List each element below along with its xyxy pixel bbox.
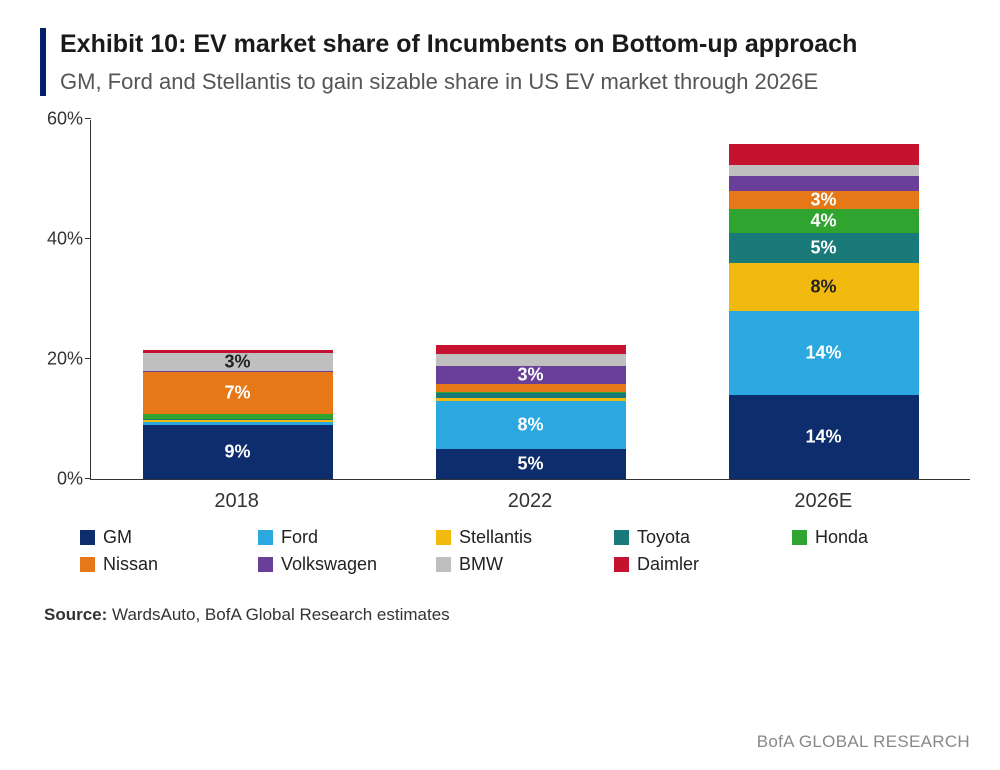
legend-swatch-icon: [258, 557, 273, 572]
bar-segment-label: 5%: [436, 454, 626, 475]
legend-swatch-icon: [436, 530, 451, 545]
brand-footer: BofA GLOBAL RESEARCH: [757, 732, 970, 752]
y-axis-tick-label: 20%: [29, 349, 83, 370]
bars-row: 9% 7% 3% 5% 8% 3% 14% 14% 8% 5% 4% 3%: [91, 120, 970, 479]
chart-plot-area: 9%7%3%5%8%3%14%14%8%5%4%3% 0%20%40%60%: [90, 120, 970, 480]
bar-segment-bmw: 3%: [143, 353, 333, 371]
bar-segment-nissan: 7%: [143, 372, 333, 414]
bar-segment-honda: 4%: [729, 209, 919, 233]
source-text: WardsAuto, BofA Global Research estimate…: [112, 605, 450, 624]
bar-segment-label: 8%: [729, 277, 919, 298]
bar-segment-label: 14%: [729, 427, 919, 448]
exhibit-container: Exhibit 10: EV market share of Incumbent…: [0, 0, 1000, 645]
legend-swatch-icon: [436, 557, 451, 572]
legend-item-toyota: Toyota: [614, 527, 754, 548]
legend-item-daimler: Daimler: [614, 554, 754, 575]
bar-segment-nissan: 3%: [729, 191, 919, 209]
bar-segment-label: 9%: [143, 442, 333, 463]
title-block: Exhibit 10: EV market share of Incumbent…: [40, 28, 960, 96]
chart-legend: GM Ford Stellantis Toyota Honda Nissan Volkswa…: [80, 527, 960, 575]
legend-swatch-icon: [614, 557, 629, 572]
legend-item-honda: Honda: [792, 527, 932, 548]
legend-swatch-icon: [614, 530, 629, 545]
bar-segment-ford: 14%: [729, 311, 919, 395]
y-axis-tick-label: 60%: [29, 109, 83, 130]
bar-segment-label: 3%: [729, 190, 919, 211]
y-axis-tick-label: 40%: [29, 229, 83, 250]
bar-segment-ford: [143, 422, 333, 425]
legend-label: Stellantis: [459, 527, 532, 548]
legend-swatch-icon: [80, 557, 95, 572]
y-axis-tick-mark: [85, 238, 91, 240]
bar-segment-honda: [436, 392, 626, 394]
bar-segment-toyota: 5%: [729, 233, 919, 263]
legend-swatch-icon: [792, 530, 807, 545]
exhibit-title: Exhibit 10: EV market share of Incumbent…: [60, 28, 960, 61]
legend-swatch-icon: [80, 530, 95, 545]
legend-label: Volkswagen: [281, 554, 377, 575]
bar-segment-gm: 14%: [729, 395, 919, 479]
bar-segment-label: 3%: [436, 365, 626, 386]
legend-item-bmw: BMW: [436, 554, 576, 575]
bar-segment-gm: 5%: [436, 449, 626, 479]
bar-segment-label: 5%: [729, 238, 919, 259]
source-line: Source: WardsAuto, BofA Global Research …: [44, 605, 960, 625]
bar-segment-bmw: [436, 354, 626, 366]
bar-segment-ford: 8%: [436, 401, 626, 449]
legend-swatch-icon: [258, 530, 273, 545]
legend-label: BMW: [459, 554, 503, 575]
bar-segment-daimler: [436, 345, 626, 355]
bar-2018: 9% 7% 3%: [143, 350, 333, 480]
legend-label: Nissan: [103, 554, 158, 575]
bar-2022: 5% 8% 3%: [436, 345, 626, 479]
bar-segment-daimler: [729, 144, 919, 165]
bar-segment-stellantis: 8%: [729, 263, 919, 311]
legend-item-gm: GM: [80, 527, 220, 548]
legend-item-ford: Ford: [258, 527, 398, 548]
exhibit-subtitle: GM, Ford and Stellantis to gain sizable …: [60, 67, 960, 97]
y-axis-tick-mark: [85, 478, 91, 480]
legend-label: Ford: [281, 527, 318, 548]
x-axis-label: 2018: [142, 490, 332, 513]
legend-item-volkswagen: Volkswagen: [258, 554, 398, 575]
source-label: Source:: [44, 605, 107, 624]
y-axis-tick-label: 0%: [29, 469, 83, 490]
chart: 9%7%3%5%8%3%14%14%8%5%4%3% 0%20%40%60% 2…: [90, 120, 970, 513]
legend-label: GM: [103, 527, 132, 548]
legend-label: Toyota: [637, 527, 690, 548]
bar-segment-label: 4%: [729, 211, 919, 232]
y-axis-tick-mark: [85, 118, 91, 120]
bar-segment-label: 14%: [729, 343, 919, 364]
bar-segment-volkswagen: 3%: [436, 366, 626, 384]
bar-segment-toyota: [436, 393, 626, 398]
bar-segment-daimler: [143, 350, 333, 353]
bar-segment-label: 3%: [143, 351, 333, 372]
x-axis-labels: 2018 2022 2026E: [90, 490, 970, 513]
legend-label: Honda: [815, 527, 868, 548]
bar-segment-toyota: [143, 419, 333, 421]
y-axis-tick-mark: [85, 358, 91, 360]
bar-segment-honda: [143, 414, 333, 418]
legend-item-stellantis: Stellantis: [436, 527, 576, 548]
bar-2026E: 14% 14% 8% 5% 4% 3%: [729, 144, 919, 479]
x-axis-label: 2026E: [728, 490, 918, 513]
bar-segment-label: 8%: [436, 415, 626, 436]
x-axis-label: 2022: [435, 490, 625, 513]
bar-segment-bmw: [729, 165, 919, 176]
bar-segment-label: 7%: [143, 383, 333, 404]
bar-segment-volkswagen: [729, 176, 919, 191]
bar-segment-stellantis: [436, 398, 626, 401]
bar-segment-gm: 9%: [143, 425, 333, 479]
legend-item-nissan: Nissan: [80, 554, 220, 575]
legend-label: Daimler: [637, 554, 699, 575]
bar-segment-stellantis: [143, 420, 333, 422]
